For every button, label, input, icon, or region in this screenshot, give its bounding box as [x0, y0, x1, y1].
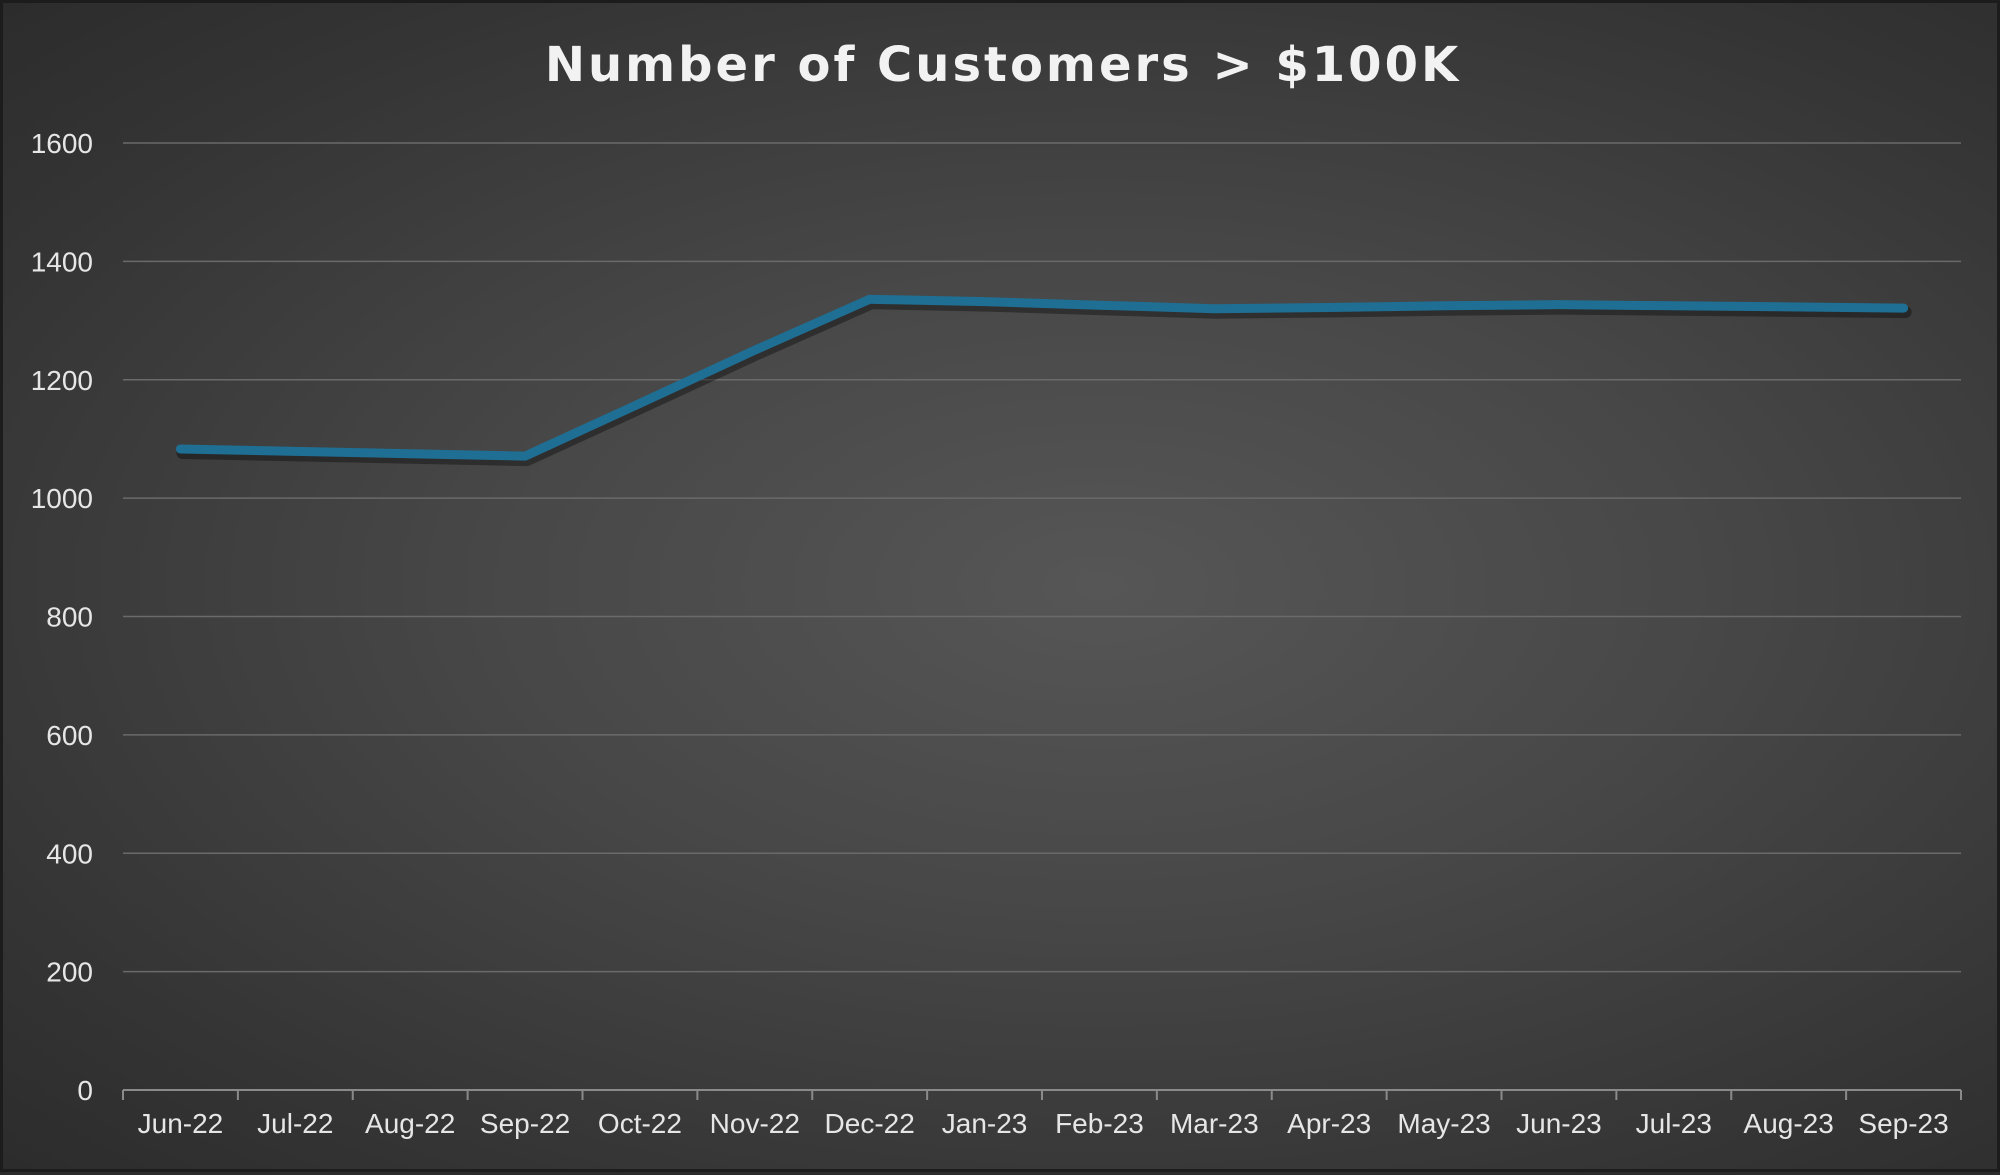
y-axis-tick-labels: 0 200 400 600 800 1000 1200 1400 1600: [31, 128, 93, 1106]
x-tick-label-Jul-22: Jul-22: [257, 1108, 333, 1139]
data-point-Nov-22: [754, 349, 756, 351]
x-tick-label-Dec-22: Dec-22: [825, 1108, 915, 1139]
x-tick-label-Mar-23: Mar-23: [1170, 1108, 1259, 1139]
x-tick-label-Aug-22: Aug-22: [365, 1108, 455, 1139]
x-tick-label-Apr-23: Apr-23: [1287, 1108, 1371, 1139]
data-point-Oct-22: [639, 402, 641, 404]
data-point-Jul-22: [294, 450, 296, 452]
y-tick-label-400: 400: [46, 838, 93, 869]
x-tick-label-Jun-22: Jun-22: [138, 1108, 224, 1139]
y-tick-label-200: 200: [46, 957, 93, 988]
x-tick-label-Nov-22: Nov-22: [710, 1108, 800, 1139]
y-tick-label-800: 800: [46, 602, 93, 633]
y-tick-label-1400: 1400: [31, 246, 93, 277]
grid-lines: [123, 142, 1961, 973]
data-point-Apr-23: [1328, 307, 1330, 309]
x-tick-label-Aug-23: Aug-23: [1744, 1108, 1834, 1139]
data-point-Sep-23: [1903, 307, 1905, 309]
data-point-Mar-23: [1213, 308, 1215, 310]
data-point-Jun-23: [1558, 304, 1560, 306]
series-line-shadow: [176, 297, 1912, 467]
data-point-Aug-22: [409, 453, 411, 455]
data-point-May-23: [1443, 305, 1445, 307]
data-point-Sep-22: [524, 455, 526, 457]
x-tick-label-May-23: May-23: [1397, 1108, 1490, 1139]
x-tick-label-Jul-23: Jul-23: [1636, 1108, 1712, 1139]
y-tick-label-600: 600: [46, 720, 93, 751]
x-axis-tick-labels: Jun-22 Jul-22 Aug-22 Sep-22 Oct-22 Nov-22 Dec-…: [138, 1108, 1949, 1139]
x-tick-label-Jun-23: Jun-23: [1516, 1108, 1602, 1139]
series-line-0: [175, 294, 1909, 461]
x-tick-label-Feb-23: Feb-23: [1055, 1108, 1144, 1139]
y-tick-label-1200: 1200: [31, 365, 93, 396]
x-tick-label-Jan-23: Jan-23: [942, 1108, 1028, 1139]
line-chart: Number of Customers > $100K 0 200 400 600 80…: [31, 37, 1962, 1139]
y-tick-label-1000: 1000: [31, 483, 93, 514]
data-point-Jun-22: [179, 448, 181, 450]
data-point-Dec-22: [869, 298, 871, 300]
x-tick-label-Sep-22: Sep-22: [480, 1108, 570, 1139]
y-tick-label-0: 0: [77, 1075, 93, 1106]
data-point-Jul-23: [1673, 305, 1675, 307]
y-tick-label-1600: 1600: [31, 128, 93, 159]
x-tick-label-Oct-22: Oct-22: [598, 1108, 682, 1139]
x-tick-label-Sep-23: Sep-23: [1858, 1108, 1948, 1139]
data-point-Jan-23: [984, 301, 986, 303]
series-layer: [175, 294, 1912, 467]
x-axis: [122, 1089, 1962, 1100]
chart-title: Number of Customers > $100K: [545, 37, 1461, 93]
data-point-Aug-23: [1788, 306, 1790, 308]
data-point-Feb-23: [1098, 304, 1100, 306]
